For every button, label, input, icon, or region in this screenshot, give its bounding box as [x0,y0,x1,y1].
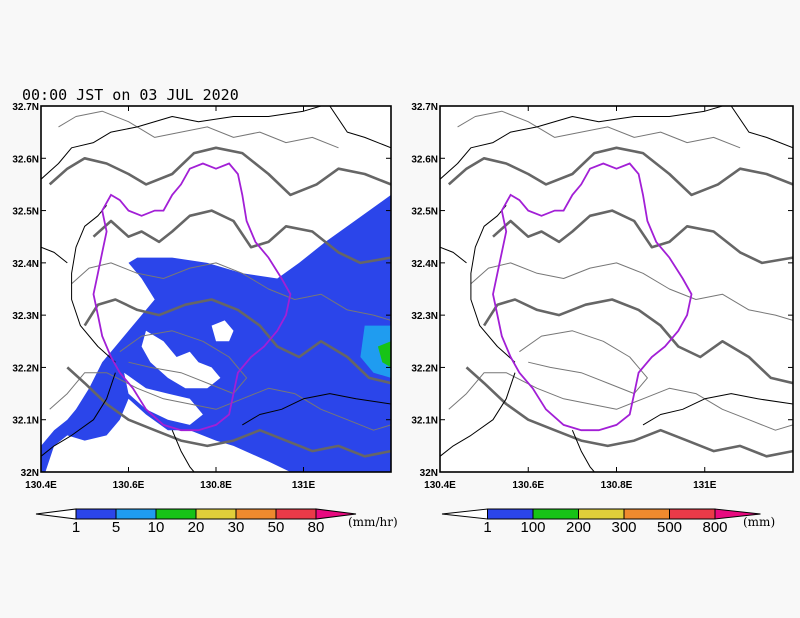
y-tick-label: 32.3N [12,311,39,322]
x-tick-label: 130.6E [113,480,145,491]
coastline [71,204,116,363]
colorbar-segment [275,508,317,520]
colorbar-segment [714,508,761,520]
colorbar-segment [75,508,117,520]
colorbar-label: 80 [308,519,325,536]
coastline [730,106,793,149]
colorbar-segment [115,508,157,520]
colorbar-label: 10 [148,519,165,536]
y-tick-label: 32N [420,468,438,479]
rain-region [360,325,391,378]
terrain-contour-thick [447,146,793,197]
colorbar-segment [195,508,237,520]
x-tick-label: 131E [292,480,316,491]
panel-right: 32N 32.1N 32.2N 32.3N 32.4N 32.5N 32.6N 32.7N 13… [411,102,794,491]
coastline [41,106,322,180]
terrain-contour-thin [470,262,793,321]
terrain-contour-thin [519,330,648,395]
terrain-contour-thick [483,298,793,385]
terrain-contour-thin [457,110,741,149]
coastline [440,372,516,457]
rain-region [377,341,391,368]
colorbar-segment [623,508,670,520]
colorbar-label: 300 [611,519,636,536]
rain-region [93,445,138,472]
colorbar-label: 30 [228,519,245,536]
colorbar-label: 1 [72,519,80,536]
colorbar-unit: (mm/hr) [348,515,398,529]
x-tick-label: 130.4E [25,480,57,491]
colorbar-label: 500 [657,519,682,536]
x-tick-label: 130.6E [512,480,544,491]
panel-left: 32N 32.1N 32.2N 32.3N 32.4N 32.5N 32.6N 32.7N 13… [12,102,392,491]
coastline [41,372,116,457]
x-tick-label: 130.8E [200,480,232,491]
colorbar-segment [315,508,357,520]
catchment-boundary [492,162,693,432]
y-tick-label: 32.4N [12,259,39,270]
terrain-contour-thick [48,146,391,197]
terrain-contour-thin [119,330,248,395]
terrain-contour-thick [92,209,391,265]
colorbar-label: 200 [566,519,591,536]
colorbar-segment [578,508,625,520]
colorbar-right: 1 100 200 300 500 800 (mm) [441,508,775,536]
x-tick-label: 130.4E [424,480,456,491]
colorbar-segment [441,508,488,520]
y-tick-label: 32.2N [411,363,438,374]
coastline [440,106,723,180]
prefecture-border [571,430,595,472]
terrain-contour-thin [58,110,339,149]
colorbar-segment [155,508,197,520]
y-tick-label: 32.5N [12,207,39,218]
colorbar-label: 20 [188,519,205,536]
y-tick-label: 32.2N [12,363,39,374]
rain-region [211,320,234,342]
colorbar-segment [669,508,716,520]
terrain-contour-thick [83,298,391,385]
colorbar-label: 800 [702,519,727,536]
y-tick-label: 32N [21,468,39,479]
chart-title: 00:00 JST on 03 JUL 2020 [22,86,239,104]
colorbar-segment [35,508,77,520]
colorbar-label: 5 [112,519,120,536]
catchment-boundary [92,162,292,432]
x-tick-label: 130.8E [601,480,633,491]
prefecture-border [171,430,195,472]
colorbar-segment [532,508,579,520]
colorbar-label: 1 [483,519,491,536]
y-tick-label: 32.3N [411,311,438,322]
y-tick-label: 32.6N [411,154,438,165]
terrain-contour-thin [71,262,391,321]
terrain-contour-thick [492,209,793,265]
terrain-contour-thick [465,366,793,458]
y-tick-label: 32.7N [12,102,39,113]
x-tick-label: 131E [693,480,717,491]
prefecture-border [440,246,467,264]
colorbar-left: 1 5 10 20 30 50 80 (mm/hr) [35,508,398,536]
terrain-contour-thin [49,372,391,431]
y-tick-label: 32.4N [411,259,438,270]
y-tick-label: 32.1N [411,416,438,427]
coastline [470,204,516,363]
y-tick-label: 32.7N [411,102,438,113]
coastline [329,106,391,149]
y-tick-label: 32.1N [12,416,39,427]
colorbar-segment [235,508,277,520]
y-tick-label: 32.6N [12,154,39,165]
prefecture-border [41,246,68,264]
colorbar-segment [487,508,534,520]
prefecture-border [242,393,391,426]
y-tick-label: 32.5N [411,207,438,218]
colorbar-label: 50 [268,519,285,536]
prefecture-border [642,393,793,426]
terrain-contour-thick [66,366,391,458]
terrain-contour-thin [448,372,793,431]
rain-region [141,330,221,389]
colorbar-label: 100 [520,519,545,536]
colorbar-unit: (mm) [743,515,775,529]
